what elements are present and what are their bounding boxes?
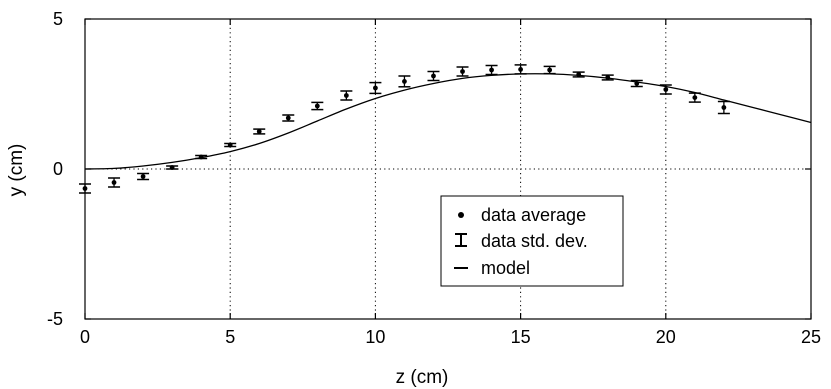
data-point-20 — [659, 84, 672, 95]
y-tick-label-0: -5 — [47, 309, 63, 329]
data-marker-9 — [343, 93, 349, 98]
legend-label-data-average: data average — [481, 205, 586, 225]
data-point-10 — [369, 81, 382, 95]
y-tick-label-1: 0 — [53, 159, 63, 179]
data-point-14 — [485, 64, 498, 76]
data-marker-22 — [721, 105, 727, 110]
data-marker-6 — [256, 129, 262, 134]
data-point-16 — [543, 65, 556, 75]
x-tick-label-2: 10 — [365, 327, 385, 347]
data-marker-12 — [431, 73, 436, 79]
x-axis-label: z (cm) — [396, 367, 449, 388]
y-axis-label: y (cm) — [6, 144, 27, 197]
x-tick-label-0: 0 — [80, 327, 90, 347]
data-marker-2 — [140, 174, 146, 179]
legend-dot-icon — [458, 212, 464, 218]
legend-box — [440, 195, 624, 287]
data-point-21 — [688, 92, 701, 103]
model-curve-layer — [84, 73, 812, 170]
data-point-7 — [282, 114, 295, 122]
data-point-12 — [427, 70, 440, 82]
data-marker-1 — [111, 180, 117, 185]
data-point-19 — [630, 79, 643, 88]
data-point-3 — [166, 165, 179, 170]
x-tick-label-5: 25 — [801, 327, 821, 347]
x-tick-label-1: 5 — [225, 327, 235, 347]
data-points-layer — [79, 64, 730, 194]
data-marker-17 — [576, 72, 582, 77]
data-marker-16 — [547, 67, 553, 73]
x-tick-label-4: 20 — [656, 327, 676, 347]
data-marker-20 — [663, 87, 669, 92]
data-marker-14 — [489, 67, 494, 73]
data-point-11 — [398, 75, 411, 88]
data-point-2 — [137, 172, 150, 181]
data-marker-11 — [402, 79, 407, 84]
data-marker-18 — [605, 75, 611, 80]
data-point-4 — [195, 154, 208, 160]
ticks-layer: 0 5 10 15 20 25 -5 0 5 — [47, 9, 821, 347]
data-marker-5 — [227, 142, 233, 148]
data-point-15 — [514, 64, 527, 75]
data-point-13 — [456, 66, 469, 77]
data-marker-3 — [169, 165, 175, 170]
data-point-22 — [717, 100, 730, 115]
legend-errorbar-icon — [455, 233, 467, 247]
data-marker-15 — [518, 67, 523, 72]
data-point-5 — [224, 142, 237, 148]
legend: data average data std. dev. model — [440, 195, 624, 287]
data-point-8 — [311, 101, 324, 111]
data-point-18 — [601, 74, 614, 81]
data-point-1 — [108, 177, 121, 188]
data-point-6 — [253, 128, 266, 135]
model-curve — [84, 73, 812, 170]
data-marker-7 — [285, 115, 291, 121]
data-marker-8 — [314, 103, 320, 109]
y-tick-label-2: 5 — [53, 9, 63, 29]
data-marker-4 — [198, 154, 204, 160]
legend-label-model: model — [481, 258, 530, 278]
data-marker-19 — [634, 81, 640, 86]
data-marker-13 — [460, 69, 465, 74]
legend-label-std-dev: data std. dev. — [481, 231, 588, 251]
data-marker-21 — [692, 95, 698, 100]
x-tick-label-3: 15 — [511, 327, 531, 347]
data-marker-10 — [373, 85, 378, 91]
data-point-17 — [572, 71, 585, 78]
data-point-9 — [340, 90, 353, 101]
